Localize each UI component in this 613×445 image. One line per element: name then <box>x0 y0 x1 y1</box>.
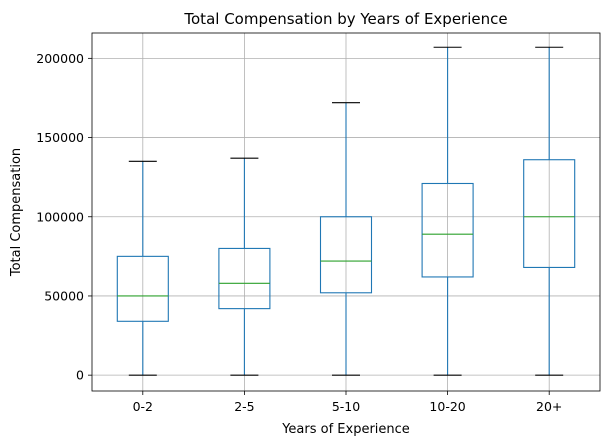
chart-title: Total Compensation by Years of Experienc… <box>183 10 507 28</box>
x-tick-label: 10-20 <box>429 399 465 414</box>
box-5-10 <box>319 102 373 376</box>
x-axis-title: Years of Experience <box>281 422 410 437</box>
box-2-5 <box>218 157 271 376</box>
iqr-box <box>116 255 169 322</box>
y-tick-label: 0 <box>76 368 84 383</box>
x-axis-ticks: 0-2 2-5 5-10 10-20 20+ <box>133 391 562 414</box>
iqr-box <box>421 182 474 278</box>
x-tick-label: 5-10 <box>332 399 360 414</box>
x-tick-label: 20+ <box>536 399 562 414</box>
iqr-box <box>319 216 373 294</box>
y-axis-ticks: 0 50000 100000 150000 200000 <box>36 51 92 383</box>
box-20+ <box>523 46 576 376</box>
box-series <box>116 46 576 376</box>
y-tick-label: 150000 <box>36 130 84 145</box>
x-tick-label: 0-2 <box>133 399 153 414</box>
iqr-box <box>218 247 271 310</box>
box-10-20 <box>421 46 474 376</box>
x-tick-label: 2-5 <box>234 399 254 414</box>
box-0-2 <box>116 160 169 376</box>
y-tick-label: 200000 <box>36 51 84 66</box>
y-tick-label: 100000 <box>36 209 84 224</box>
y-axis-title: Total Compensation <box>9 148 24 277</box>
y-tick-label: 50000 <box>44 288 84 303</box>
iqr-box <box>523 159 576 268</box>
